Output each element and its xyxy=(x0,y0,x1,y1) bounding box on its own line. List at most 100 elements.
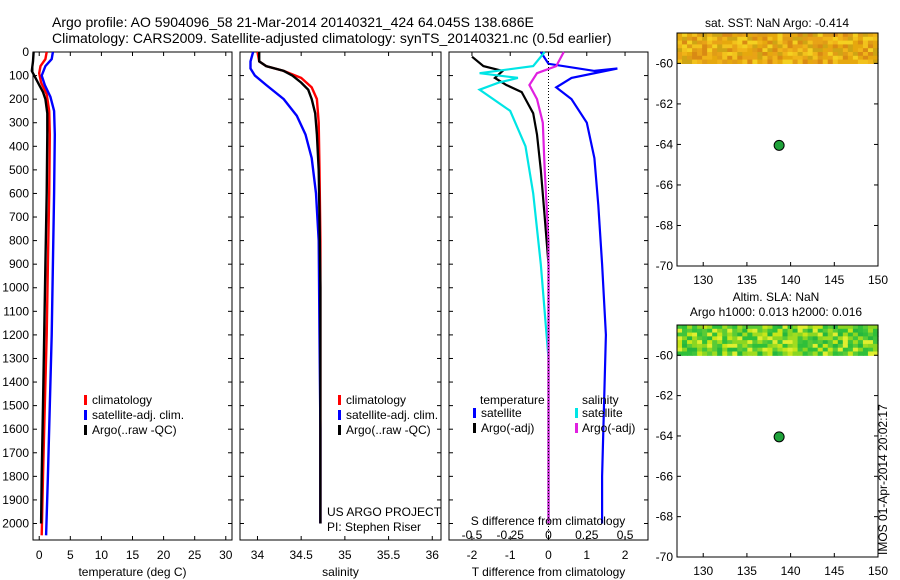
map-cell xyxy=(747,332,753,337)
map-cell xyxy=(782,343,789,349)
map-cell xyxy=(852,336,859,341)
map-cell xyxy=(787,44,794,49)
map-cell xyxy=(872,332,879,337)
map-cell xyxy=(847,44,854,49)
y-tick-label: 1000 xyxy=(2,281,29,295)
map-cell xyxy=(692,59,698,64)
map-cell xyxy=(767,59,774,64)
map-cell xyxy=(867,336,874,341)
map-cell xyxy=(847,332,854,337)
map-cell xyxy=(717,336,723,341)
y-tick-label: 0 xyxy=(22,45,29,59)
map-cell xyxy=(737,336,743,341)
map-cell xyxy=(802,44,809,49)
map-cell xyxy=(827,51,834,57)
map-cell xyxy=(742,325,748,330)
map-subtitle-sla: Argo h1000: 0.013 h2000: 0.016 xyxy=(690,305,862,319)
map-cell xyxy=(837,336,844,341)
map-cell xyxy=(867,55,874,61)
map-cell xyxy=(787,347,794,353)
map-cell xyxy=(867,40,874,45)
map-cell xyxy=(727,328,733,334)
legend-label: Argo(..raw -QC) xyxy=(92,423,177,437)
map-cell xyxy=(852,351,859,356)
map-cell xyxy=(762,347,769,353)
map-cell xyxy=(802,51,809,57)
map-cell xyxy=(687,51,693,57)
map-cell xyxy=(812,351,819,356)
map-cell xyxy=(742,33,748,38)
map-cell xyxy=(832,40,839,45)
y-tick-label: -70 xyxy=(656,550,674,564)
x-tick-label: 0 xyxy=(36,548,43,562)
map-cell xyxy=(777,343,784,349)
map-cell xyxy=(847,328,854,334)
map-cell xyxy=(767,325,774,330)
x-tick-label: 2 xyxy=(622,548,629,562)
map-cell xyxy=(732,328,738,334)
map-cell xyxy=(682,36,688,42)
map-cell xyxy=(782,347,789,353)
map-cell xyxy=(747,328,753,334)
map-cell xyxy=(842,36,849,42)
map-cell xyxy=(757,332,764,337)
map-cell xyxy=(767,336,774,341)
map-cell xyxy=(807,59,814,64)
map-cell xyxy=(837,325,844,330)
map-cell xyxy=(677,51,683,57)
map-cell xyxy=(722,36,728,42)
map-cell xyxy=(687,347,693,353)
map-cell xyxy=(732,40,738,45)
map-frame xyxy=(676,32,879,267)
map-cell xyxy=(712,44,718,49)
map-cell xyxy=(822,51,829,57)
map-cell xyxy=(702,336,708,341)
y-tick-label: 800 xyxy=(9,234,29,248)
map-cell xyxy=(837,48,844,53)
map-cell xyxy=(757,59,764,64)
map-cell xyxy=(867,36,874,42)
map-cell xyxy=(862,36,869,42)
map-cell xyxy=(682,48,688,53)
map-cell xyxy=(727,48,733,53)
map-cell xyxy=(822,33,829,38)
map-cell xyxy=(687,44,693,49)
x-tick-label: 135 xyxy=(737,564,757,578)
map-cell xyxy=(677,340,683,345)
map-cell xyxy=(697,328,703,334)
legend-label: Argo(-adj) xyxy=(582,421,635,435)
map-cell xyxy=(752,325,759,330)
map-cell xyxy=(812,328,819,334)
map-cell xyxy=(732,340,738,345)
imos-label: IMOS 01-Apr-2014 20:02:17 xyxy=(876,404,890,555)
map-cell xyxy=(767,55,774,61)
map-cell xyxy=(727,347,733,353)
map-cell xyxy=(857,340,864,345)
map-cell xyxy=(782,340,789,345)
map-cell xyxy=(682,336,688,341)
map-cell xyxy=(732,325,738,330)
map-cell xyxy=(687,328,693,334)
map-cell xyxy=(857,40,864,45)
map-cell xyxy=(812,325,819,330)
map-cell xyxy=(812,55,819,61)
map-cell xyxy=(822,336,829,341)
map-cell xyxy=(832,55,839,61)
map-cell xyxy=(827,343,834,349)
map-cell xyxy=(682,340,688,345)
map-cell xyxy=(752,55,759,61)
map-cell xyxy=(712,340,718,345)
map-cell xyxy=(777,332,784,337)
map-cell xyxy=(832,332,839,337)
map-cell xyxy=(862,325,869,330)
map-cell xyxy=(782,59,789,64)
map-cell xyxy=(797,325,804,330)
map-cell xyxy=(702,343,708,349)
y-tick-label: 600 xyxy=(9,186,29,200)
x-tick-label: 130 xyxy=(693,564,713,578)
map-cell xyxy=(872,325,879,330)
map-cell xyxy=(802,55,809,61)
map-cell xyxy=(797,55,804,61)
map-cell xyxy=(732,336,738,341)
map-cell xyxy=(787,59,794,64)
